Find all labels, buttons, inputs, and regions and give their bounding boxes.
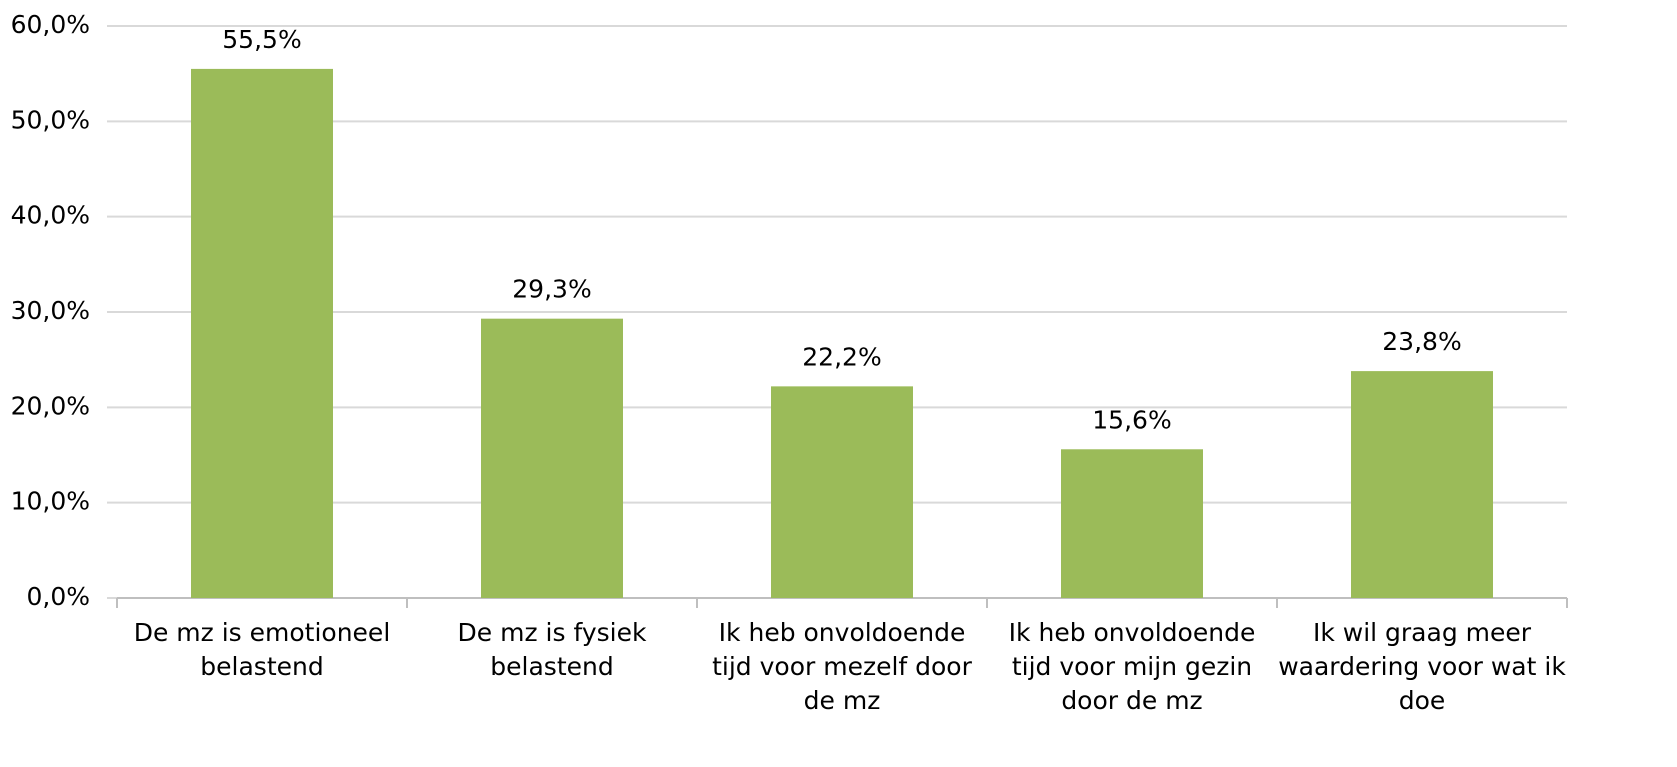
y-tick-label: 10,0%	[11, 487, 90, 516]
data-label: 29,3%	[512, 275, 591, 304]
y-tick-label: 60,0%	[11, 10, 90, 39]
bar	[1061, 449, 1203, 598]
x-tick-label: De mz is fysiek belastend	[457, 618, 647, 681]
x-tick-label: Ik wil graag meer waardering voor wat ik…	[1278, 618, 1566, 715]
bar	[191, 68, 333, 598]
bar	[771, 386, 913, 598]
bar	[481, 318, 623, 598]
x-tick-label: Ik heb onvoldoende tijd voor mijn gezin …	[1008, 618, 1256, 715]
y-tick-label: 50,0%	[11, 105, 90, 134]
y-tick-label: 30,0%	[11, 296, 90, 325]
x-tick-label: Ik heb onvoldoende tijd voor mezelf door…	[712, 618, 972, 715]
data-label: 55,5%	[222, 25, 301, 54]
y-tick-label: 20,0%	[11, 391, 90, 420]
y-tick-label: 0,0%	[26, 582, 90, 611]
data-label: 22,2%	[802, 342, 881, 371]
data-label: 23,8%	[1382, 327, 1461, 356]
data-label: 15,6%	[1092, 405, 1171, 434]
x-tick-label: De mz is emotioneel belastend	[133, 618, 391, 681]
bar	[1351, 371, 1493, 598]
y-tick-label: 40,0%	[11, 201, 90, 230]
